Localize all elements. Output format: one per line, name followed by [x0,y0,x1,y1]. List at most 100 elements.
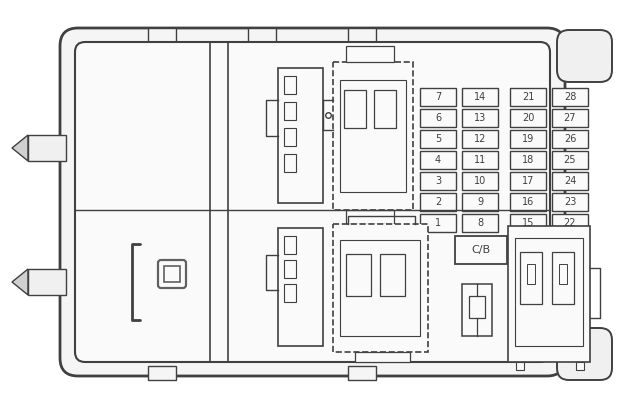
Text: 24: 24 [564,176,576,186]
Text: 12: 12 [474,134,486,144]
Text: 8: 8 [477,218,483,228]
Bar [559,264,567,284]
Bar [346,46,394,62]
Text: 6: 6 [435,113,441,123]
Bar [508,226,590,362]
Text: C/B: C/B [472,245,490,255]
Text: 27: 27 [564,113,576,123]
Bar [552,130,588,148]
Bar [284,236,296,254]
Bar [248,28,276,42]
Bar [346,210,394,224]
FancyBboxPatch shape [557,328,612,380]
Bar [510,172,546,190]
Text: 20: 20 [522,113,534,123]
Bar [462,214,498,232]
Bar [340,240,420,336]
Bar [346,254,371,296]
Bar [462,109,498,127]
Bar [380,254,405,296]
Bar [284,260,296,278]
Bar [284,128,296,146]
Bar [576,362,584,370]
Polygon shape [12,269,28,295]
FancyBboxPatch shape [75,42,550,362]
Bar [510,193,546,211]
Text: 2: 2 [435,197,441,207]
Bar [278,228,323,346]
Bar [374,90,396,128]
Text: 5: 5 [435,134,441,144]
Text: 22: 22 [564,218,576,228]
FancyBboxPatch shape [557,30,612,82]
Bar [340,80,406,192]
Text: 16: 16 [522,197,534,207]
Bar [148,28,176,42]
Bar [355,352,410,362]
Text: 13: 13 [474,113,486,123]
Bar [552,214,588,232]
Bar [527,264,535,284]
Bar [420,214,456,232]
Bar [510,88,546,106]
Text: 21: 21 [522,92,534,102]
Bar [552,151,588,169]
Bar [28,135,66,161]
Bar [348,28,376,42]
Polygon shape [12,135,28,161]
Text: 9: 9 [477,197,483,207]
Bar [455,236,507,264]
Bar [28,269,66,295]
Text: 18: 18 [522,155,534,165]
Bar [515,238,583,346]
Bar [420,151,456,169]
Bar [510,214,546,232]
Bar [510,109,546,127]
Text: 7: 7 [435,92,441,102]
Bar [552,88,588,106]
Text: 28: 28 [564,92,576,102]
Bar [462,88,498,106]
Text: 26: 26 [564,134,576,144]
Text: 23: 23 [564,197,576,207]
Bar [462,151,498,169]
Text: 1: 1 [435,218,441,228]
Bar [462,284,492,336]
Bar [333,62,413,210]
Bar [420,109,456,127]
Bar [462,130,498,148]
Bar [510,151,546,169]
Bar [420,172,456,190]
Bar [462,193,498,211]
Bar [520,252,542,304]
Bar [344,90,366,128]
Text: 10: 10 [474,176,486,186]
Bar [552,109,588,127]
Bar [552,252,574,304]
Bar [420,130,456,148]
Text: 19: 19 [522,134,534,144]
Bar [348,366,376,380]
Text: 15: 15 [522,218,534,228]
Text: 11: 11 [474,155,486,165]
Bar [552,172,588,190]
Bar [164,266,180,282]
Bar [284,154,296,172]
Bar [284,284,296,302]
Text: 4: 4 [435,155,441,165]
Bar [420,88,456,106]
Bar [510,130,546,148]
Bar [420,193,456,211]
Text: 14: 14 [474,92,486,102]
Bar [284,102,296,120]
FancyBboxPatch shape [60,28,565,376]
Bar [462,172,498,190]
Text: 25: 25 [564,155,576,165]
Text: 3: 3 [435,176,441,186]
Bar [148,366,176,380]
Bar [284,76,296,94]
Text: 17: 17 [522,176,534,186]
Bar [469,296,485,318]
Bar [552,193,588,211]
Bar [516,362,524,370]
